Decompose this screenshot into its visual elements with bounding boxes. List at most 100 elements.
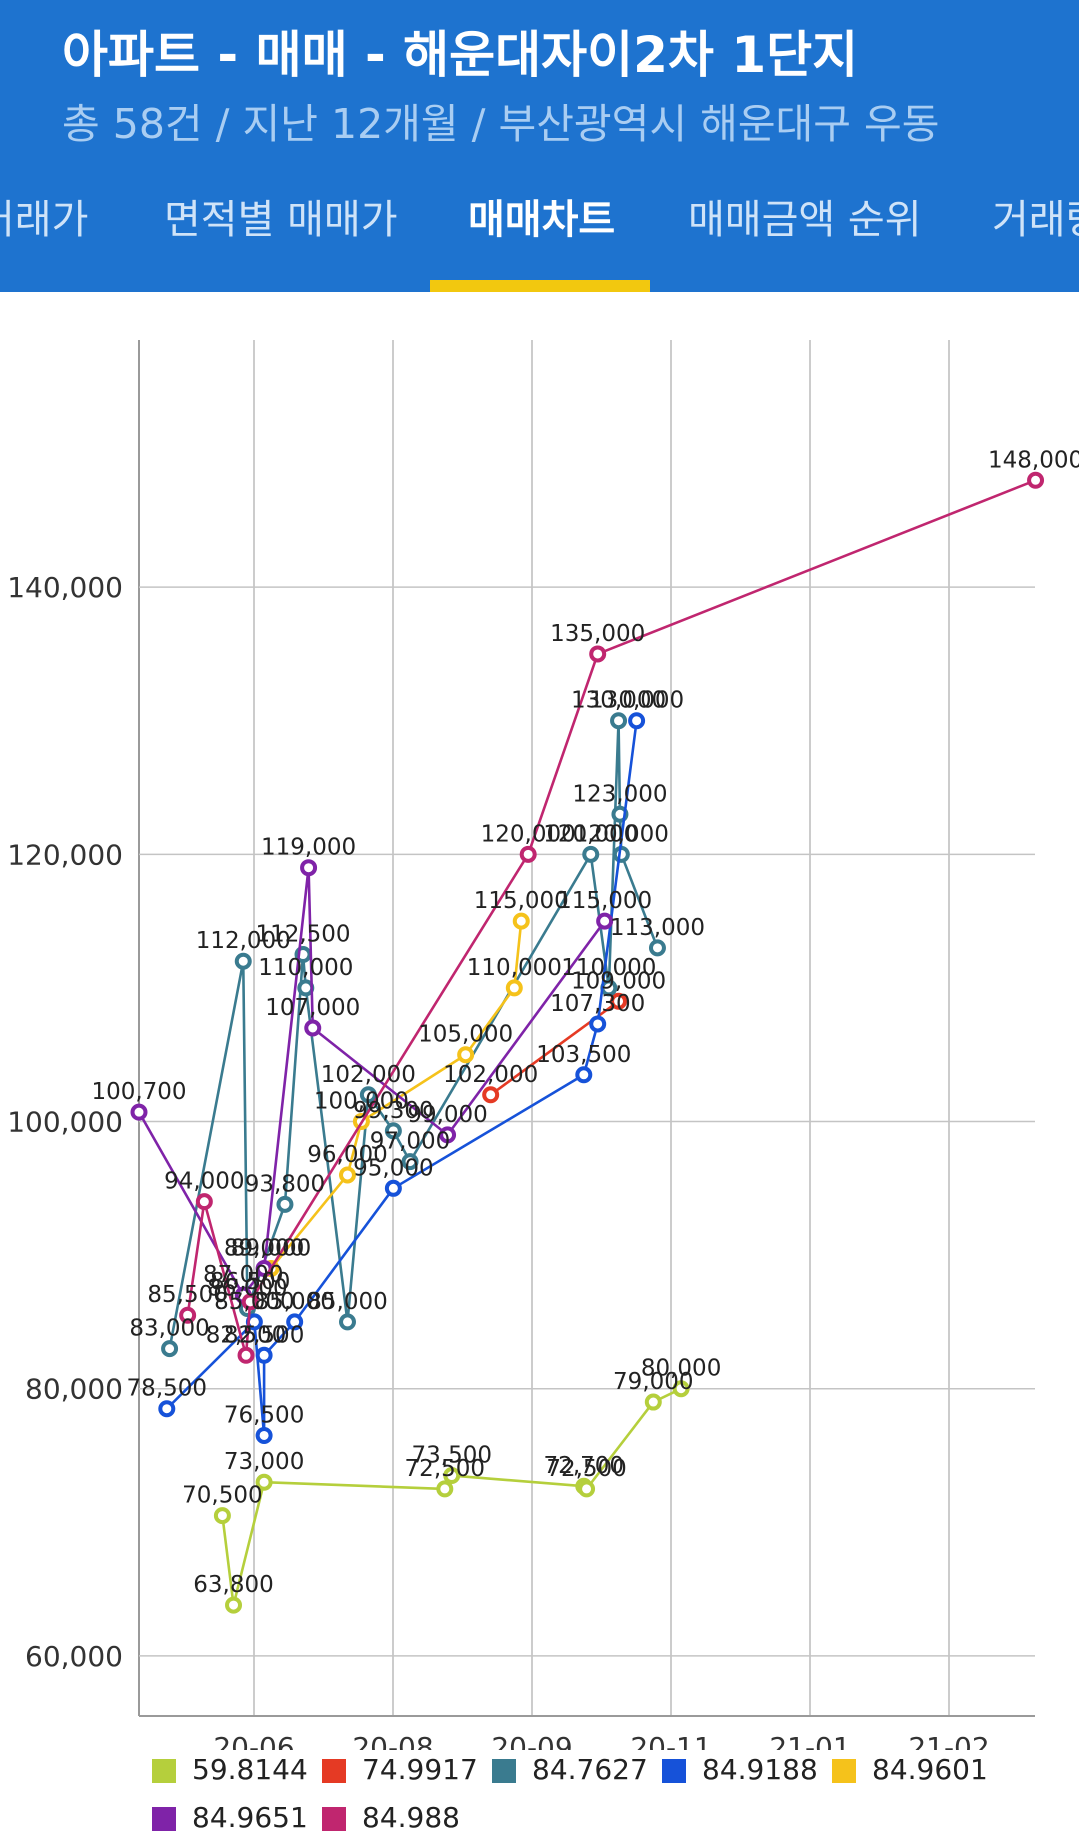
data-label: 107,000 bbox=[265, 995, 360, 1021]
y-tick-label: 120,000 bbox=[7, 838, 123, 871]
data-label: 115,000 bbox=[474, 888, 569, 914]
data-point bbox=[384, 1122, 402, 1140]
data-label: 85,500 bbox=[147, 1282, 227, 1308]
data-label: 99,300 bbox=[353, 1098, 433, 1124]
tab-price-ranking[interactable]: 매매금액 순위 bbox=[688, 197, 922, 243]
data-point bbox=[443, 1467, 461, 1485]
data-point bbox=[255, 1426, 273, 1444]
data-label: 82,500 bbox=[206, 1322, 286, 1348]
data-label: 120,000 bbox=[574, 821, 669, 847]
data-point bbox=[1027, 471, 1045, 489]
data-point bbox=[213, 1507, 231, 1525]
y-tick-label: 80,000 bbox=[25, 1373, 123, 1406]
data-label: 95,000 bbox=[353, 1155, 433, 1181]
data-label: 72,700 bbox=[544, 1453, 624, 1479]
data-point bbox=[582, 845, 600, 863]
data-label: 78,500 bbox=[127, 1376, 207, 1402]
series-84.9601 bbox=[262, 912, 530, 1277]
data-label: 80,000 bbox=[641, 1356, 721, 1382]
data-point bbox=[610, 992, 628, 1010]
data-point bbox=[519, 845, 537, 863]
data-point bbox=[300, 859, 318, 877]
data-point bbox=[610, 712, 628, 730]
app-header: 아파트 - 매매 - 해운대자이2차 1단지 총 58건 / 지난 12개월 /… bbox=[0, 0, 1079, 292]
x-tick-label: 21-01 bbox=[769, 1731, 850, 1750]
data-label: 85,000 bbox=[254, 1289, 334, 1315]
data-label: 119,000 bbox=[261, 835, 356, 861]
legend-swatch bbox=[832, 1759, 856, 1783]
data-label: 83,000 bbox=[129, 1316, 209, 1342]
data-label: 115,000 bbox=[557, 888, 652, 914]
legend-swatch bbox=[322, 1807, 346, 1831]
legend-swatch bbox=[152, 1759, 176, 1783]
page-subtitle: 총 58건 / 지난 12개월 / 부산광역시 해운대구 우동 bbox=[62, 100, 940, 148]
data-point bbox=[644, 1393, 662, 1411]
data-label: 73,500 bbox=[412, 1443, 492, 1469]
data-point bbox=[130, 1103, 148, 1121]
legend-label: 84.9188 bbox=[702, 1753, 818, 1786]
series-84.9188 bbox=[158, 712, 646, 1444]
legend-swatch bbox=[322, 1759, 346, 1783]
data-label: 89,000 bbox=[231, 1235, 311, 1261]
series-line bbox=[270, 920, 523, 1270]
sale-price-chart: 20-06 20-08 20-09 20-11 21-01 21-02 60,000 80,0… bbox=[7, 340, 1079, 1750]
data-point bbox=[255, 1473, 273, 1491]
data-label: 82,500 bbox=[224, 1322, 304, 1348]
data-label: 86,500 bbox=[210, 1269, 290, 1295]
tab-price[interactable]: 거래가 bbox=[0, 197, 89, 243]
data-label: 130,000 bbox=[589, 688, 684, 714]
legend-label: 84.9651 bbox=[192, 1801, 308, 1834]
data-point bbox=[457, 1046, 475, 1064]
data-label: 86,000 bbox=[207, 1276, 287, 1302]
data-label: 109,000 bbox=[571, 968, 666, 994]
series-59.8144 bbox=[213, 1380, 690, 1614]
data-label: 120,000 bbox=[543, 821, 638, 847]
data-label: 72,500 bbox=[546, 1456, 626, 1482]
data-label: 79,000 bbox=[613, 1369, 693, 1395]
data-label: 72,500 bbox=[405, 1456, 485, 1482]
tab-price-by-area[interactable]: 면적별 매매가 bbox=[164, 197, 398, 243]
data-label: 85,000 bbox=[214, 1289, 294, 1315]
legend-label: 74.9917 bbox=[362, 1753, 478, 1786]
series-84.9651 bbox=[130, 859, 614, 1304]
data-point bbox=[158, 1400, 176, 1418]
data-label: 110,000 bbox=[467, 955, 562, 981]
data-point bbox=[195, 1193, 213, 1211]
data-label: 120,000 bbox=[481, 821, 576, 847]
data-point bbox=[596, 912, 614, 930]
tab-volume[interactable]: 거래량 bbox=[992, 197, 1079, 243]
data-label: 102,000 bbox=[321, 1062, 416, 1088]
legend-swatch bbox=[152, 1807, 176, 1831]
data-label: 89,000 bbox=[224, 1235, 304, 1261]
data-label: 70,500 bbox=[182, 1483, 262, 1509]
data-point bbox=[339, 1166, 356, 1184]
data-point bbox=[237, 1346, 255, 1364]
data-point bbox=[161, 1340, 179, 1358]
data-point bbox=[628, 712, 646, 730]
data-label: 102,000 bbox=[443, 1062, 538, 1088]
data-point bbox=[505, 979, 523, 997]
data-point bbox=[241, 1293, 259, 1311]
data-label: 107,300 bbox=[550, 991, 645, 1017]
active-tab-indicator bbox=[430, 280, 650, 292]
data-point bbox=[339, 1313, 356, 1331]
legend-label: 59.8144 bbox=[192, 1753, 308, 1786]
data-point bbox=[304, 1019, 322, 1037]
chart-legend: 59.8144 74.9917 84.7627 84.9188 84.9601 84.96… bbox=[0, 1750, 1079, 1841]
legend-label: 84.9601 bbox=[872, 1753, 988, 1786]
data-label: 96,000 bbox=[307, 1142, 387, 1168]
x-tick-label: 21-02 bbox=[908, 1731, 989, 1750]
data-label: 99,000 bbox=[407, 1102, 487, 1128]
data-label: 100,000 bbox=[314, 1089, 409, 1115]
data-label: 76,500 bbox=[224, 1402, 304, 1428]
tab-sale-chart[interactable]: 매매차트 bbox=[468, 197, 616, 243]
data-point bbox=[234, 952, 252, 970]
legend-label: 84.988 bbox=[362, 1801, 460, 1834]
data-point bbox=[578, 1480, 596, 1498]
data-label: 103,500 bbox=[536, 1042, 631, 1068]
x-tick-label: 20-08 bbox=[352, 1731, 433, 1750]
data-label: 130,000 bbox=[571, 688, 666, 714]
data-point bbox=[436, 1480, 454, 1498]
data-label: 97,000 bbox=[370, 1129, 450, 1155]
data-label: 113,000 bbox=[610, 915, 705, 941]
